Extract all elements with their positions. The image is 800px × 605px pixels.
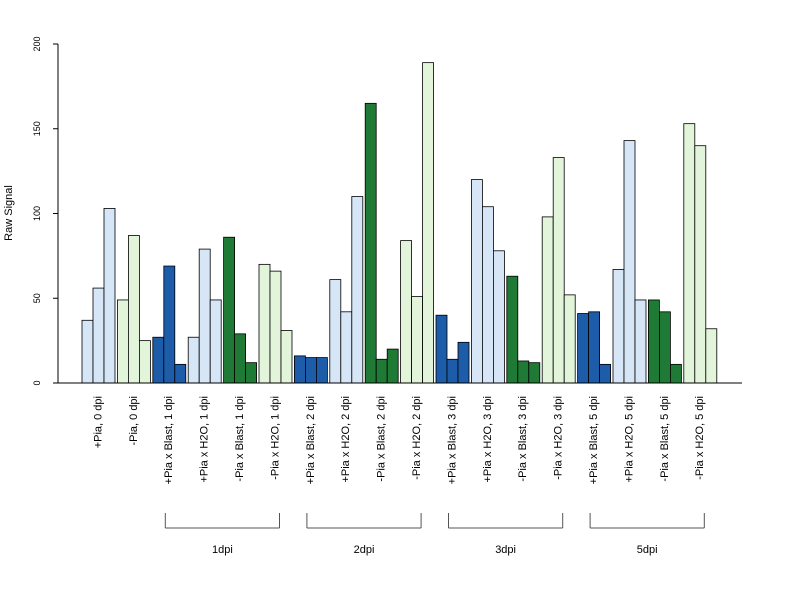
bar [340, 311, 353, 384]
bar [138, 340, 151, 384]
bar [705, 328, 718, 384]
bar [612, 269, 625, 384]
group-brackets: 1dpi 2dpi 3dpi 5dpi [164, 513, 705, 556]
bar [634, 299, 647, 384]
bar [329, 279, 342, 384]
bar [117, 299, 129, 384]
category-label: +Pia x Blast, 5 dpi [588, 396, 600, 484]
category-label: +Pia, 0 dpi [92, 396, 104, 448]
group-label: 2dpi [354, 544, 375, 556]
y-tick-label: 0 [32, 380, 42, 385]
bar [351, 196, 364, 384]
bar [234, 333, 247, 384]
y-tick-label: 150 [32, 121, 42, 136]
bar [422, 62, 435, 384]
bar [364, 102, 377, 384]
group-label: 3dpi [495, 544, 516, 556]
bar [293, 355, 306, 384]
bar [694, 145, 707, 384]
bar [411, 296, 424, 384]
y-axis-label: Raw Signal [3, 185, 15, 241]
category-label: -Pia x H2O, 3 dpi [553, 396, 565, 480]
bar [198, 248, 211, 384]
bar [375, 358, 388, 384]
bar [481, 206, 494, 384]
bar [187, 336, 200, 384]
category-labels: +Pia, 0 dpi -Pia, 0 dpi +Pia x Blast, 1 dp… [92, 396, 706, 484]
bar [280, 330, 293, 384]
bar [492, 250, 505, 384]
bar [174, 363, 187, 384]
bar [315, 357, 328, 384]
category-label: -Pia x Blast, 3 dpi [517, 396, 529, 482]
bar [435, 314, 448, 384]
category-label: -Pia x H2O, 1 dpi [269, 396, 281, 480]
group-label: 1dpi [212, 544, 233, 556]
group-label: 5dpi [637, 544, 658, 556]
bar [209, 299, 222, 384]
bar [670, 363, 682, 384]
category-label: -Pia x Blast, 1 dpi [234, 396, 246, 482]
y-tick-label: 100 [32, 206, 42, 221]
category-label: -Pia x H2O, 5 dpi [694, 396, 706, 480]
bar [470, 179, 483, 384]
category-label: +Pia x H2O, 5 dpi [623, 396, 635, 483]
bar [599, 363, 611, 384]
bar [269, 270, 282, 384]
y-tick-label: 50 [32, 293, 42, 303]
category-label: -Pia x Blast, 2 dpi [376, 396, 388, 482]
category-label: +Pia x Blast, 1 dpi [163, 396, 175, 484]
category-label: +Pia x Blast, 2 dpi [305, 396, 317, 484]
bar [577, 313, 589, 384]
category-label: +Pia x H2O, 3 dpi [482, 396, 494, 483]
y-axis: 0 50 100 150 200 [32, 36, 59, 386]
bar [223, 236, 236, 384]
bar [386, 348, 399, 384]
bar [152, 336, 165, 384]
bar [446, 358, 459, 384]
bar [563, 294, 576, 384]
bar [659, 311, 671, 384]
bar [245, 362, 258, 384]
bar [648, 299, 660, 384]
bar [528, 362, 541, 384]
bar [81, 319, 94, 384]
bar [304, 357, 317, 384]
bar [517, 360, 530, 384]
category-label: -Pia x H2O, 2 dpi [411, 396, 423, 480]
category-label: +Pia x H2O, 2 dpi [340, 396, 352, 483]
bar [623, 140, 636, 384]
bar [588, 311, 600, 384]
bar [400, 240, 413, 384]
bar [258, 263, 271, 384]
y-tick-label: 200 [32, 36, 42, 51]
bar [127, 235, 140, 384]
category-label: +Pia x Blast, 3 dpi [446, 396, 458, 484]
category-label: -Pia, 0 dpi [128, 396, 140, 446]
bar [163, 265, 176, 384]
bar [552, 157, 565, 384]
category-label: +Pia x H2O, 1 dpi [199, 396, 211, 483]
category-label: -Pia x Blast, 5 dpi [659, 396, 671, 482]
bar [541, 216, 554, 384]
bar [92, 287, 105, 384]
bar [506, 275, 519, 384]
bar [683, 123, 696, 384]
bar [103, 208, 116, 384]
bar [457, 341, 470, 384]
bars [81, 62, 718, 384]
